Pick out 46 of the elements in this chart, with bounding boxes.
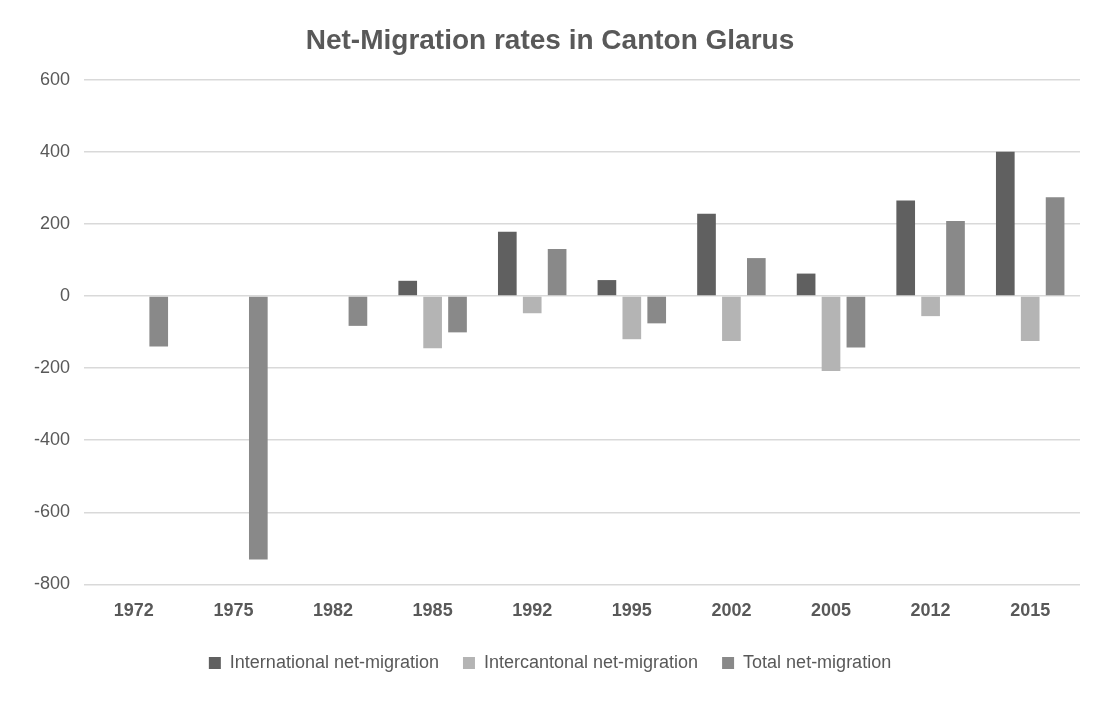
legend-label: International net-migration [229, 651, 439, 672]
bar [746, 258, 766, 296]
x-tick-label: 2002 [711, 600, 752, 621]
bar [995, 151, 1015, 296]
chart-title: Net-Migration rates in Canton Glarus [305, 23, 795, 55]
x-tick-label: 1985 [412, 600, 453, 621]
x-tick-label: 1972 [113, 600, 154, 621]
x-tick-label: 2005 [810, 600, 852, 621]
y-tick-label: 200 [39, 212, 71, 233]
legend-label: Total net-migration [743, 651, 892, 672]
bar [846, 296, 866, 348]
y-tick-label: -800 [34, 573, 71, 594]
y-tick-label: -600 [34, 501, 71, 522]
bar [248, 296, 268, 560]
bar [1020, 296, 1040, 342]
bar [1045, 197, 1065, 296]
bar [423, 296, 442, 349]
bar [497, 231, 517, 296]
bar [522, 296, 542, 314]
x-tick-label: 1975 [213, 600, 254, 621]
x-tick-label: 2012 [910, 600, 951, 621]
bar [149, 296, 169, 347]
bar [398, 280, 418, 296]
bar [547, 249, 567, 296]
y-tick-label: 600 [39, 68, 71, 89]
bar [722, 296, 741, 342]
y-tick-label: 0 [60, 284, 71, 305]
legend-label: Intercantonal net-migration [483, 651, 699, 672]
y-tick-label: -200 [34, 357, 71, 378]
bar [697, 213, 716, 296]
x-tick-label: 1982 [313, 600, 354, 621]
bar [896, 200, 916, 296]
bar [796, 273, 816, 296]
bar [821, 296, 841, 371]
bar [348, 296, 368, 326]
bar [946, 220, 965, 296]
x-tick-label: 1995 [611, 600, 652, 621]
bar [622, 296, 642, 340]
x-tick-label: 2015 [1010, 600, 1051, 621]
y-tick-label: 400 [39, 140, 71, 161]
bar [448, 296, 467, 333]
bar [597, 280, 617, 296]
bar [647, 296, 667, 324]
bar [921, 296, 940, 317]
y-tick-label: -400 [34, 429, 71, 450]
x-tick-label: 1992 [512, 600, 553, 621]
